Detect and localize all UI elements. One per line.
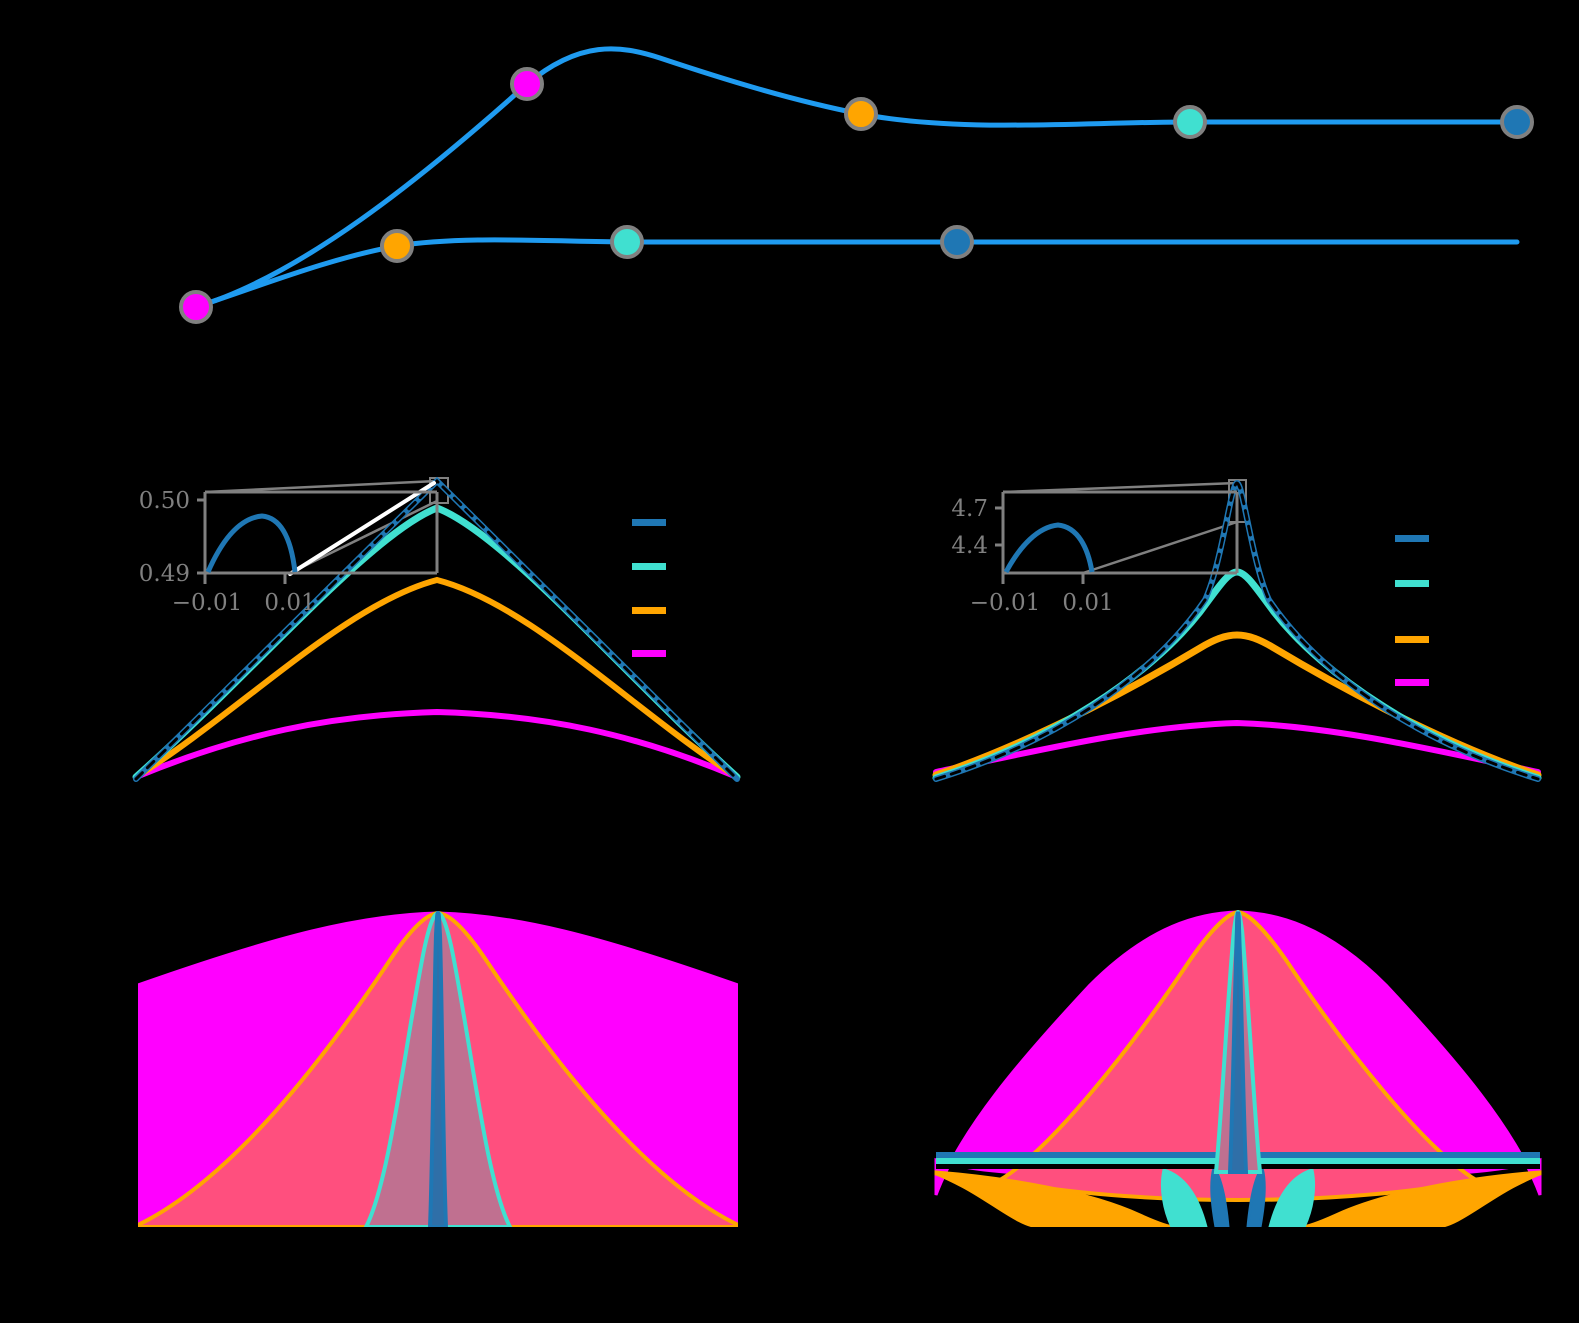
inset-left-xtick-0: −0.01 [172, 590, 242, 616]
density-fill-left [138, 910, 738, 1227]
inset-left-curve [205, 513, 298, 574]
inset-right-xtick-0: −0.01 [970, 590, 1040, 616]
inset-left-ytick-1: 0.49 [139, 561, 190, 587]
peak-blue-br [1227, 911, 1249, 1174]
legend-left [632, 519, 666, 657]
curve-magenta-right [933, 719, 1541, 775]
legend-right [1395, 535, 1429, 686]
legend-left-swatch-3 [632, 650, 666, 657]
legend-right-swatch-0 [1395, 535, 1429, 542]
inset-right-ytick-1: 4.4 [951, 533, 988, 559]
node-turquoise-lower[interactable] [610, 225, 644, 259]
curve-orange-left [133, 576, 740, 780]
legend-right-swatch-3 [1395, 679, 1429, 686]
node-magenta-root[interactable] [179, 290, 213, 324]
node-orange-upper[interactable] [844, 97, 878, 131]
edge-upper-branch [193, 46, 1520, 310]
inset-connector-left [204, 479, 438, 575]
curve-blue-dashed-left [134, 478, 739, 781]
curve-magenta-left [133, 708, 740, 780]
density-fill-right [934, 909, 1542, 1227]
inset-left: 0.50 0.49 −0.01 0.01 [139, 488, 439, 616]
curve-white-highlight-left [288, 481, 436, 576]
inset-right-ytick-0: 4.7 [951, 496, 988, 522]
node-magenta-upper[interactable] [510, 67, 544, 101]
fill-blue-lobes-br [1210, 1164, 1266, 1227]
node-orange-lower[interactable] [380, 229, 414, 263]
inset-left-xtick-1: 0.01 [264, 590, 315, 616]
legend-left-swatch-2 [632, 607, 666, 614]
legend-left-swatch-0 [632, 519, 666, 526]
tree-nodes [179, 67, 1534, 324]
fill-blue-bl [427, 910, 449, 1227]
inset-right-xtick-1: 0.01 [1062, 590, 1113, 616]
node-blue-upper[interactable] [1500, 105, 1534, 139]
kernel-profile-right: 4.7 4.4 −0.01 0.01 [932, 479, 1542, 782]
inset-right: 4.7 4.4 −0.01 0.01 [951, 490, 1239, 616]
node-blue-lower[interactable] [940, 225, 974, 259]
fill-turquoise-lobes-br [1160, 1168, 1316, 1227]
legend-left-swatch-1 [632, 563, 666, 570]
hierarchy-diagram [179, 46, 1534, 324]
legend-right-swatch-1 [1395, 580, 1429, 587]
node-turquoise-upper[interactable] [1173, 105, 1207, 139]
inset-left-ytick-0: 0.50 [139, 488, 190, 514]
curve-blue-dashed-right [934, 481, 1540, 781]
inset-right-curve [1003, 522, 1095, 574]
kernel-profile-left: 0.50 0.49 −0.01 0.01 [132, 476, 741, 782]
legend-right-swatch-2 [1395, 636, 1429, 643]
